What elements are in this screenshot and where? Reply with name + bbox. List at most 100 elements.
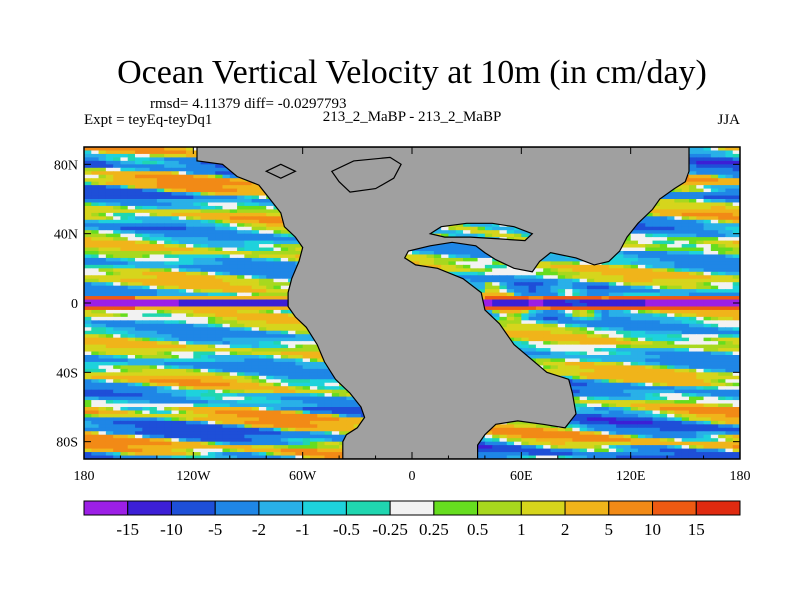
field-cell <box>688 181 697 186</box>
field-cell <box>229 316 238 321</box>
field-cell <box>652 247 661 252</box>
field-cell <box>441 268 450 273</box>
field-cell <box>200 254 209 259</box>
field-cell <box>273 327 282 332</box>
field-cell <box>550 289 559 294</box>
field-cell <box>725 282 734 287</box>
field-cell <box>616 268 624 273</box>
field-cell <box>156 192 165 197</box>
field-cell <box>280 337 289 342</box>
field-cell <box>710 282 719 287</box>
field-cell <box>732 202 740 207</box>
field-cell <box>623 289 632 294</box>
field-cell <box>543 320 552 325</box>
field-cell <box>681 192 690 197</box>
field-cell <box>84 237 92 242</box>
field-cell <box>637 334 646 339</box>
field-cell <box>258 275 267 280</box>
field-cell <box>127 205 136 210</box>
field-cell <box>674 244 683 249</box>
field-cell <box>594 285 603 290</box>
field-cell <box>215 212 224 217</box>
field-cell <box>156 205 165 210</box>
field-cell <box>725 237 734 242</box>
field-cell <box>251 199 260 204</box>
field-cell <box>696 147 705 152</box>
field-cell <box>84 257 92 262</box>
field-cell <box>499 285 508 290</box>
field-cell <box>251 292 260 297</box>
field-cell <box>725 202 734 207</box>
field-cell <box>215 167 224 172</box>
field-cell <box>127 327 136 332</box>
field-cell <box>98 209 107 214</box>
field-cell <box>156 171 165 176</box>
field-cell <box>113 185 122 190</box>
field-cell <box>171 323 180 328</box>
field-cell <box>91 195 100 200</box>
field-cell <box>681 299 690 304</box>
field-cell <box>207 313 216 318</box>
field-cell <box>703 192 712 197</box>
field-cell <box>222 233 231 238</box>
field-cell <box>455 271 464 276</box>
field-cell <box>710 209 719 214</box>
field-cell <box>237 247 245 252</box>
field-cell <box>623 244 632 249</box>
field-cell <box>521 299 530 304</box>
field-cell <box>433 247 442 252</box>
field-cell <box>84 147 92 152</box>
field-cell <box>120 202 129 207</box>
field-cell <box>557 303 566 308</box>
field-cell <box>586 303 595 308</box>
field-cell <box>630 285 639 290</box>
field-cell <box>630 237 639 242</box>
field-cell <box>710 254 719 259</box>
field-cell <box>608 296 617 301</box>
field-cell <box>681 251 690 256</box>
field-cell <box>237 268 245 273</box>
field-cell <box>528 303 537 308</box>
field-cell <box>528 320 537 325</box>
field-cell <box>608 309 617 314</box>
field-cell <box>659 327 668 332</box>
field-cell <box>156 199 165 204</box>
field-cell <box>193 178 202 183</box>
field-cell <box>681 275 690 280</box>
field-cell <box>142 271 151 276</box>
field-cell <box>244 205 253 210</box>
field-cell <box>178 313 187 318</box>
field-cell <box>688 209 697 214</box>
field-cell <box>273 257 282 262</box>
field-cell <box>215 282 224 287</box>
field-cell <box>207 216 216 221</box>
field-cell <box>258 261 267 266</box>
field-cell <box>178 181 187 186</box>
field-cell <box>156 209 165 214</box>
field-cell <box>652 226 661 231</box>
field-cell <box>710 164 719 169</box>
field-cell <box>514 334 522 339</box>
field-cell <box>681 257 690 262</box>
field-cell <box>637 313 646 318</box>
field-cell <box>703 160 712 165</box>
field-cell <box>565 306 573 311</box>
field-cell <box>667 289 675 294</box>
field-cell <box>703 178 712 183</box>
field-cell <box>149 219 158 224</box>
field-cell <box>565 264 573 269</box>
field-cell <box>178 285 187 290</box>
field-cell <box>171 216 180 221</box>
field-cell <box>149 330 158 335</box>
field-cell <box>105 216 114 221</box>
field-cell <box>608 278 617 283</box>
field-cell <box>718 257 727 262</box>
field-cell <box>543 268 552 273</box>
field-cell <box>637 268 646 273</box>
field-cell <box>528 313 537 318</box>
field-cell <box>667 303 675 308</box>
field-cell <box>251 230 260 235</box>
field-cell <box>84 268 92 273</box>
field-cell <box>149 178 158 183</box>
field-cell <box>164 264 173 269</box>
